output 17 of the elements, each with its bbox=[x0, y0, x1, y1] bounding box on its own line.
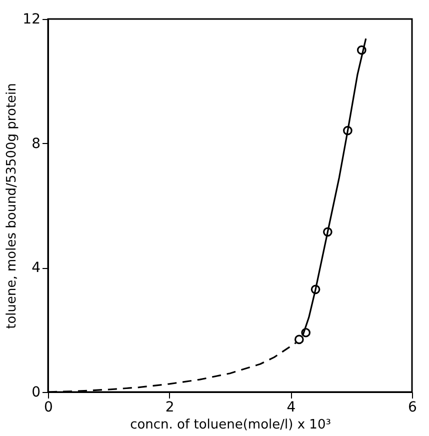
y-tick-label: 0 bbox=[32, 384, 40, 400]
line-series bbox=[302, 38, 367, 336]
y-axis-title: toluene, moles bound/53500g protein bbox=[4, 83, 20, 329]
point bbox=[301, 328, 311, 338]
point bbox=[323, 227, 332, 237]
x-tick-label: 6 bbox=[408, 400, 418, 416]
point bbox=[310, 284, 320, 294]
point bbox=[356, 45, 366, 55]
point bbox=[294, 334, 304, 344]
y-tick-label: 12 bbox=[22, 12, 40, 28]
x-tick-label: 4 bbox=[286, 400, 296, 416]
x-tick-label: 2 bbox=[165, 400, 174, 416]
y-tick-label: 4 bbox=[32, 260, 41, 276]
point bbox=[343, 126, 352, 136]
y-tick-label: 8 bbox=[32, 136, 40, 152]
x-axis-title: concn. of toluene(mole/l) x 10³ bbox=[130, 418, 331, 432]
x-tick-label: 0 bbox=[44, 400, 53, 416]
